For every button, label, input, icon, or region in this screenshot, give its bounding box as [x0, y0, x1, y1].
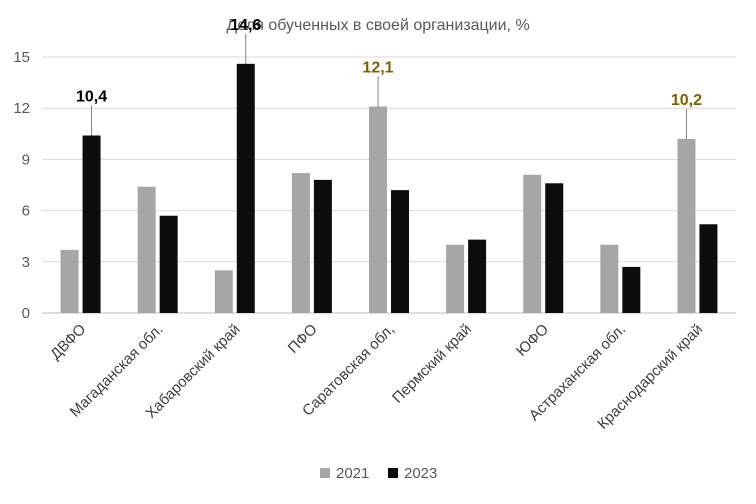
y-tick-label: 6 — [22, 203, 30, 220]
bar-2021-7 — [523, 174, 542, 313]
y-tick-label: 9 — [22, 151, 30, 168]
bar-2021-8 — [600, 244, 619, 313]
legend-swatch-2021 — [320, 468, 330, 478]
data-label: 12,1 — [362, 59, 393, 76]
chart-title: Доля обученных в своей организации, % — [226, 17, 529, 34]
legend-swatch-2023 — [388, 468, 398, 478]
category-label: Пермский край — [389, 321, 475, 407]
y-tick-label: 0 — [22, 305, 30, 322]
bar-2023-7 — [545, 183, 564, 313]
bar-2023-5 — [391, 190, 409, 313]
category-label: ПФО — [285, 321, 321, 357]
bar-2023-2 — [159, 215, 178, 313]
bar-2023-6 — [468, 239, 487, 313]
category-label: ДВФО — [47, 321, 89, 363]
category-label: ЮФО — [513, 321, 552, 360]
legend-label-2023: 2023 — [404, 465, 437, 482]
bar-2021-9 — [677, 138, 696, 313]
bar-2021-5 — [369, 106, 387, 313]
bar-2023-1 — [82, 135, 101, 313]
bar-2023-8 — [622, 266, 641, 313]
bar-2021-2 — [137, 186, 156, 313]
bar-2021-1 — [60, 249, 79, 313]
bar-2021-4 — [291, 173, 310, 313]
data-label: 10,4 — [76, 89, 107, 106]
y-tick-label: 15 — [13, 49, 30, 66]
bar-2023-9 — [699, 224, 718, 313]
y-tick-label: 12 — [13, 100, 30, 117]
data-label: 14,6 — [230, 17, 261, 34]
bar-2021-6 — [446, 244, 465, 313]
bar-2023-3 — [236, 63, 255, 314]
y-tick-label: 3 — [22, 254, 30, 271]
data-label: 10,2 — [671, 92, 702, 109]
bar-2023-4 — [313, 179, 332, 313]
legend-label-2021: 2021 — [336, 465, 369, 482]
bar-2021-3 — [214, 270, 233, 313]
